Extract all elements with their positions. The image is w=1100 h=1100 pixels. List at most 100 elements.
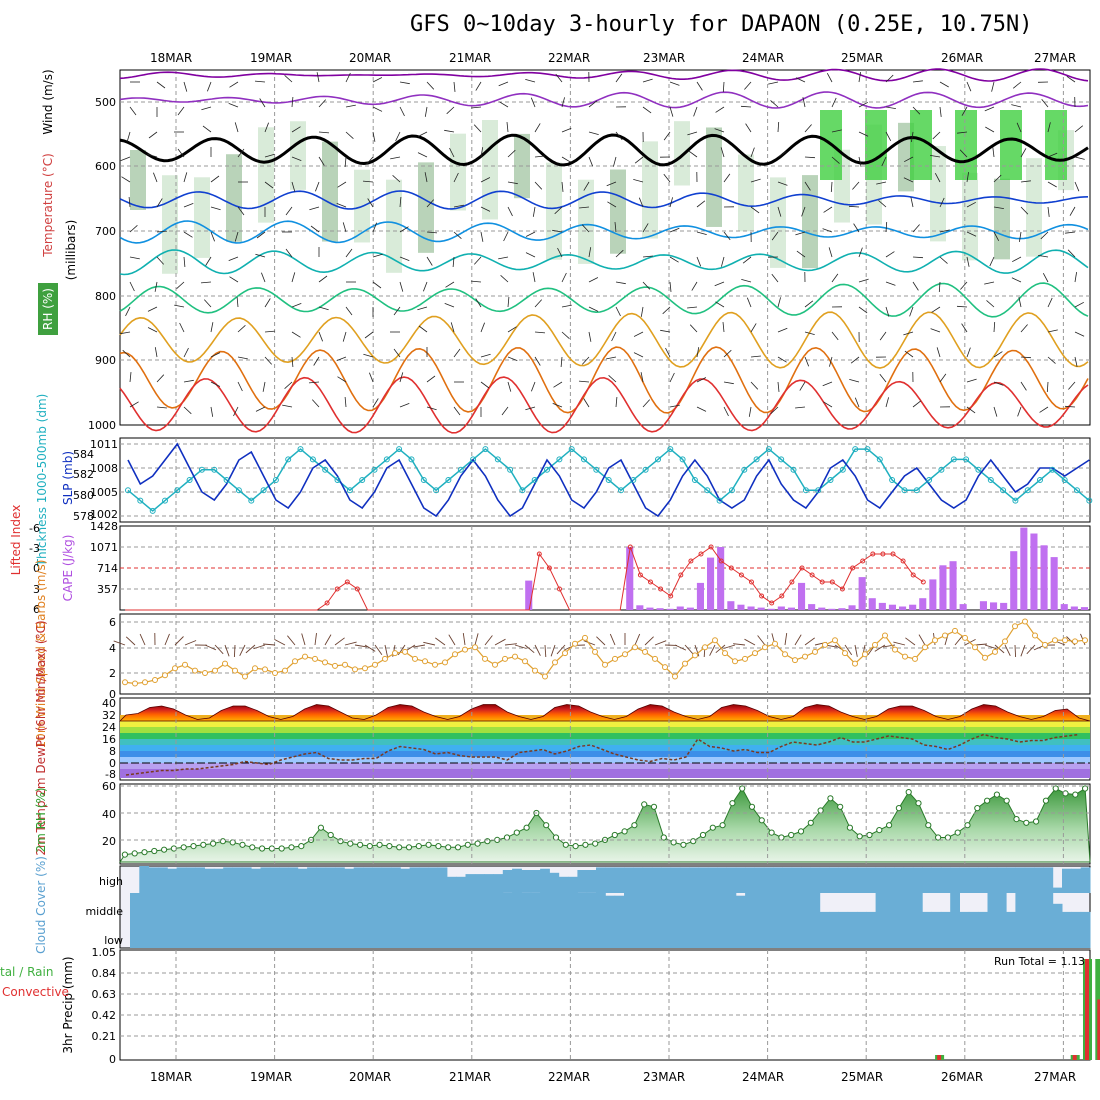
wind-barb — [480, 353, 491, 358]
wind-barb — [129, 372, 132, 383]
wind-speed-point — [392, 650, 398, 657]
cape-bar — [939, 565, 947, 610]
cloud-bar — [1080, 920, 1091, 948]
rh-point — [239, 841, 246, 848]
cloud-bar — [307, 867, 317, 893]
li-point — [324, 600, 330, 606]
wind-barb — [633, 179, 644, 183]
cloud-bar — [446, 920, 457, 948]
wind-barb — [291, 96, 294, 108]
wind-speed-point — [542, 673, 548, 680]
wind-barb — [858, 131, 869, 137]
cape-bar — [717, 547, 725, 610]
wind-barb — [183, 406, 192, 415]
li-point — [880, 551, 886, 557]
wind-barb — [858, 306, 868, 314]
wind-barb — [480, 231, 484, 242]
thickness-tick: 578 — [73, 510, 94, 523]
li-point — [910, 572, 916, 578]
wind-barb — [498, 256, 509, 260]
wind-barb — [120, 331, 131, 335]
cloud-bar — [260, 893, 271, 920]
wind-barb-10m — [113, 640, 126, 646]
cloud-bar — [1006, 867, 1016, 893]
rh-point — [347, 840, 354, 847]
wind-barb — [156, 230, 168, 233]
cloud-bar — [689, 893, 699, 920]
wind-barb — [1074, 272, 1077, 283]
wind-barb — [613, 156, 617, 167]
cloud-bar — [782, 893, 793, 920]
cape-bar — [787, 607, 795, 610]
wind-barb — [1041, 98, 1049, 108]
cloud-bar — [185, 893, 196, 920]
wind-barb — [768, 81, 779, 85]
rh-shade — [770, 177, 786, 268]
rh-point — [317, 824, 324, 831]
thickness-point — [642, 466, 649, 473]
wind-barb — [858, 72, 861, 83]
cloud-bar — [465, 920, 476, 948]
cloud-bar — [344, 868, 355, 893]
wind-barb — [183, 203, 194, 208]
wind-barb-10m — [462, 633, 466, 646]
date-label-top: 26MAR — [941, 51, 983, 65]
wind-barb — [831, 156, 840, 164]
cloud-bar — [1034, 867, 1044, 893]
wind-barb — [669, 197, 673, 208]
rh-point — [1052, 785, 1059, 792]
cloud-bar — [1015, 920, 1026, 948]
cloud-bar — [651, 920, 662, 948]
wind-barb — [669, 372, 675, 383]
rh-point — [788, 831, 795, 839]
wind-barb — [561, 181, 564, 192]
li-point — [900, 558, 906, 564]
wind-speed-point — [1022, 618, 1028, 625]
rh-point — [1042, 797, 1050, 804]
cloud-bar — [223, 920, 233, 948]
thickness-point — [445, 477, 452, 483]
rh-point — [817, 807, 824, 814]
wind-barb — [418, 325, 428, 333]
wind-barb — [426, 256, 433, 266]
cape-bar — [1020, 527, 1028, 610]
wind-barb — [638, 197, 644, 208]
cape-bar — [666, 608, 674, 610]
wind-barb — [444, 303, 455, 308]
wind-speed-point — [482, 655, 488, 662]
rh-point — [513, 829, 520, 836]
wind-barb — [395, 131, 401, 142]
wind-barb — [503, 231, 509, 242]
wind-tick: 6 — [109, 616, 116, 629]
thickness-point — [235, 487, 242, 494]
thickness-point — [618, 487, 624, 494]
cloud-bar — [400, 893, 411, 920]
date-label-top: 24MAR — [742, 51, 784, 65]
wind-barb — [581, 224, 590, 233]
cape-bar — [686, 607, 694, 610]
wind-barb — [261, 272, 266, 283]
wind-barb — [696, 200, 706, 208]
wind-barb — [237, 381, 243, 392]
slp-grid — [120, 438, 1090, 522]
wind-barb — [474, 256, 482, 265]
rh-point — [807, 819, 814, 826]
wind-barb — [525, 252, 536, 258]
wind-barb — [369, 372, 374, 383]
thickness-point — [593, 466, 600, 473]
cloud-bar — [325, 920, 336, 948]
cape-bar — [656, 608, 664, 610]
cloud-bar — [763, 893, 774, 920]
wind-barb — [795, 406, 806, 409]
rh-point — [660, 834, 667, 841]
wind-barb — [318, 306, 329, 311]
cloud-bar — [1062, 920, 1072, 948]
cloud-bar — [251, 868, 261, 893]
li-point — [738, 572, 744, 578]
thickness-point — [839, 466, 846, 473]
rh-shade — [674, 121, 690, 186]
wind-speed-point — [282, 667, 288, 674]
cloud-bar — [857, 867, 867, 893]
cloud-bar — [223, 867, 233, 893]
wind-barb — [531, 381, 536, 392]
